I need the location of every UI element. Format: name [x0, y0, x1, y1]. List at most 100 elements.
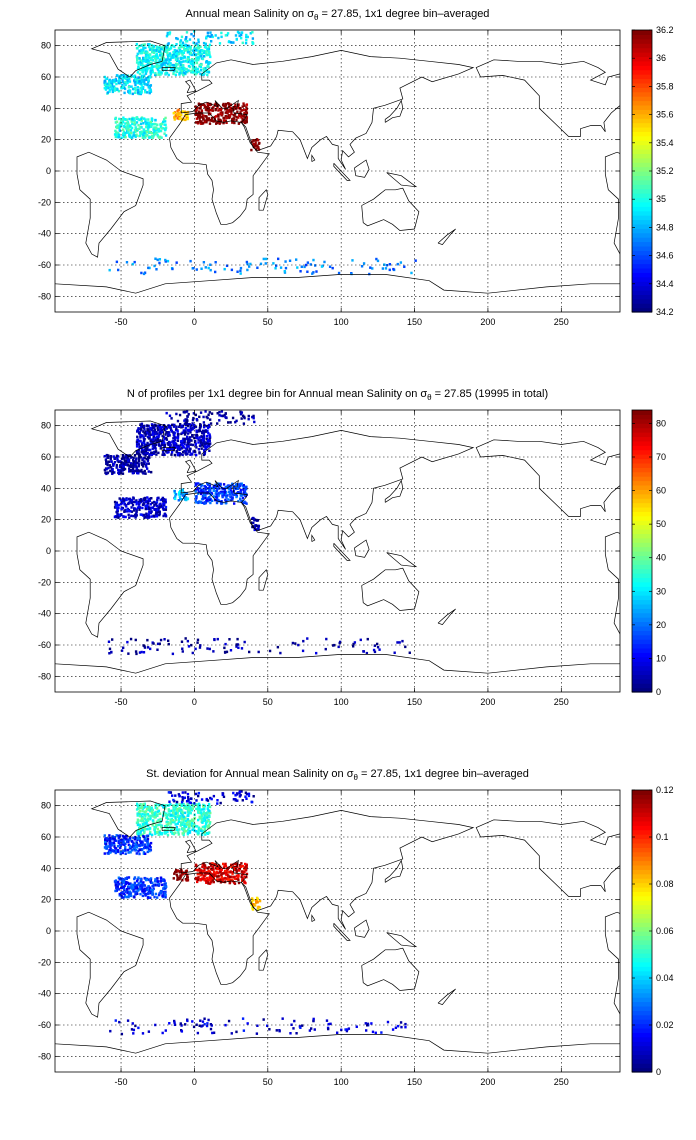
data-cell: [156, 508, 159, 512]
data-cell: [165, 72, 169, 75]
coastline: [437, 228, 456, 246]
data-cell: [178, 67, 181, 71]
data-cell: [202, 439, 206, 442]
data-cell: [162, 890, 165, 894]
data-cell: [161, 68, 164, 72]
data-cell: [108, 838, 111, 842]
data-cell: [155, 510, 158, 514]
data-cell: [183, 796, 187, 800]
data-cell: [255, 1032, 259, 1035]
data-cell: [154, 65, 157, 68]
data-cell: [115, 834, 118, 837]
data-cell: [144, 118, 147, 121]
data-cell: [179, 56, 183, 60]
data-cell: [171, 423, 174, 427]
data-cell: [174, 73, 178, 77]
data-cell: [159, 444, 162, 448]
data-cell: [198, 444, 202, 448]
data-cell: [179, 43, 182, 46]
data-cell: [129, 124, 132, 127]
data-cell: [176, 433, 180, 436]
data-cell: [161, 498, 164, 501]
data-cell: [172, 804, 175, 807]
data-cell: [177, 877, 180, 880]
data-cell: [189, 811, 192, 815]
data-cell: [148, 806, 151, 809]
data-cell: [188, 38, 192, 41]
data-cell: [123, 76, 126, 79]
data-cell: [176, 878, 179, 881]
data-cell: [227, 421, 230, 424]
data-cell: [137, 459, 141, 463]
data-cell: [148, 430, 151, 434]
data-cell: [189, 69, 192, 73]
colorbar-swatch: [632, 445, 652, 451]
data-cell: [153, 895, 156, 899]
data-cell: [258, 899, 262, 903]
data-cell: [205, 120, 208, 124]
data-cell: [117, 268, 120, 272]
data-cell: [392, 267, 395, 271]
data-cell: [404, 1025, 407, 1029]
colorbar-swatch: [632, 1032, 652, 1038]
data-cell: [218, 491, 222, 495]
data-cell: [122, 837, 125, 840]
data-cell: [199, 490, 203, 493]
data-cell: [344, 1028, 347, 1031]
data-cell: [203, 864, 207, 867]
data-cell: [130, 887, 133, 890]
data-cell: [178, 803, 181, 806]
data-cell: [199, 501, 202, 504]
colorbar-swatch: [632, 895, 652, 901]
data-cell: [211, 868, 214, 872]
data-cell: [171, 814, 174, 817]
data-cell: [272, 262, 275, 265]
data-cell: [139, 134, 142, 137]
data-cell: [230, 1032, 233, 1035]
data-cell: [174, 66, 178, 69]
data-cell: [133, 507, 137, 510]
data-cell: [172, 431, 175, 434]
data-cell: [137, 76, 140, 79]
data-cell: [139, 500, 142, 503]
data-cell: [117, 460, 120, 464]
colorbar-swatch: [632, 537, 652, 543]
data-cell: [142, 439, 146, 443]
data-cell: [122, 468, 125, 472]
data-cell: [156, 258, 159, 262]
data-cell: [217, 36, 220, 40]
data-cell: [184, 829, 188, 833]
data-cell: [154, 832, 157, 836]
colorbar-swatch: [632, 175, 652, 181]
data-cell: [168, 434, 171, 437]
data-cell: [155, 501, 159, 504]
data-cell: [142, 891, 145, 894]
data-cell: [329, 1022, 332, 1026]
data-cell: [205, 115, 208, 118]
data-cell: [153, 264, 156, 268]
data-cell: [243, 640, 246, 644]
data-cell: [147, 45, 151, 49]
data-cell: [110, 651, 113, 654]
data-cell: [144, 90, 147, 94]
data-cell: [108, 268, 111, 272]
data-cell: [133, 509, 136, 512]
data-cell: [207, 62, 210, 65]
data-cell: [210, 491, 213, 495]
data-cell: [237, 103, 240, 107]
data-cell: [190, 797, 193, 800]
data-cell: [194, 69, 197, 73]
data-cell: [209, 873, 212, 877]
data-cell: [275, 1029, 278, 1032]
data-cell: [107, 83, 110, 87]
data-cell: [142, 852, 146, 855]
data-cell: [181, 796, 184, 799]
data-cell: [131, 117, 134, 121]
colorbar-swatch: [632, 953, 652, 959]
colorbar-swatch: [632, 948, 652, 954]
coastline: [475, 439, 620, 517]
data-cell: [186, 808, 190, 811]
data-cell: [211, 1031, 214, 1035]
data-cell: [144, 434, 147, 437]
